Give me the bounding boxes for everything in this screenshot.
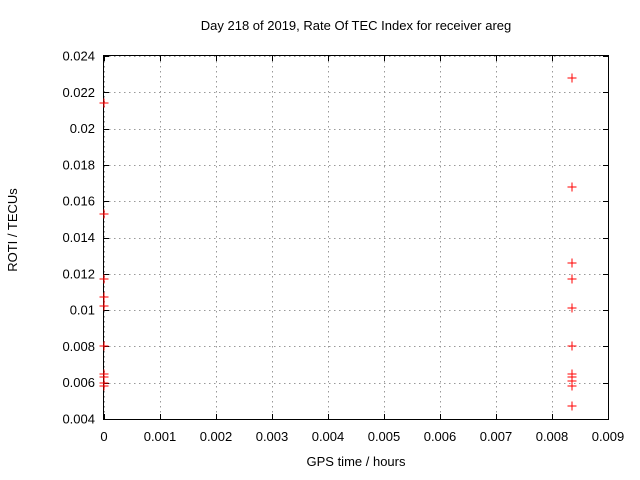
plot-border	[103, 55, 609, 420]
data-point-plus-marker	[567, 341, 577, 351]
data-point-plus-marker	[99, 209, 109, 219]
y-tick-label: 0.024	[62, 49, 95, 64]
x-tick-label: 0.002	[200, 429, 233, 444]
data-point-plus-marker	[567, 274, 577, 284]
x-tick-label: 0.007	[480, 429, 513, 444]
chart-title: Day 218 of 2019, Rate Of TEC Index for r…	[201, 18, 511, 33]
x-tick-label: 0.004	[312, 429, 345, 444]
x-tick-label: 0	[100, 429, 107, 444]
x-tick-label: 0.008	[536, 429, 569, 444]
data-point-plus-marker	[567, 401, 577, 411]
y-tick-label: 0.004	[62, 412, 95, 427]
data-point-plus-marker	[567, 73, 577, 83]
y-tick-label: 0.022	[62, 85, 95, 100]
y-tick-label: 0.006	[62, 375, 95, 390]
data-point-plus-marker	[567, 303, 577, 313]
x-tick-label: 0.005	[368, 429, 401, 444]
y-tick-label: 0.018	[62, 157, 95, 172]
y-tick-label: 0.016	[62, 194, 95, 209]
data-point-plus-marker	[567, 182, 577, 192]
y-tick-label: 0.012	[62, 266, 95, 281]
x-tick-label: 0.001	[144, 429, 177, 444]
x-tick-label: 0.009	[592, 429, 625, 444]
data-point-plus-marker	[99, 301, 109, 311]
y-tick-label: 0.02	[70, 121, 95, 136]
data-point-plus-marker	[99, 292, 109, 302]
y-tick-label: 0.008	[62, 339, 95, 354]
data-point-plus-marker	[99, 341, 109, 351]
y-tick-label: 0.01	[70, 303, 95, 318]
y-axis-label: ROTI / TECUs	[5, 188, 20, 272]
data-point-plus-marker	[567, 381, 577, 391]
data-point-plus-marker	[99, 98, 109, 108]
x-tick-label: 0.006	[424, 429, 457, 444]
x-tick-label: 0.003	[256, 429, 289, 444]
x-axis-label: GPS time / hours	[307, 454, 406, 469]
data-points	[99, 73, 577, 411]
data-point-plus-marker	[99, 274, 109, 284]
grid-lines	[104, 56, 609, 420]
axes-frame-and-ticks: 0 0.001 0.002 0.003 0.004 0.005 0.006 0.007 0.00…	[62, 49, 624, 445]
y-tick-label: 0.014	[62, 230, 95, 245]
data-point-plus-marker	[567, 258, 577, 268]
data-point-plus-marker	[99, 381, 109, 391]
